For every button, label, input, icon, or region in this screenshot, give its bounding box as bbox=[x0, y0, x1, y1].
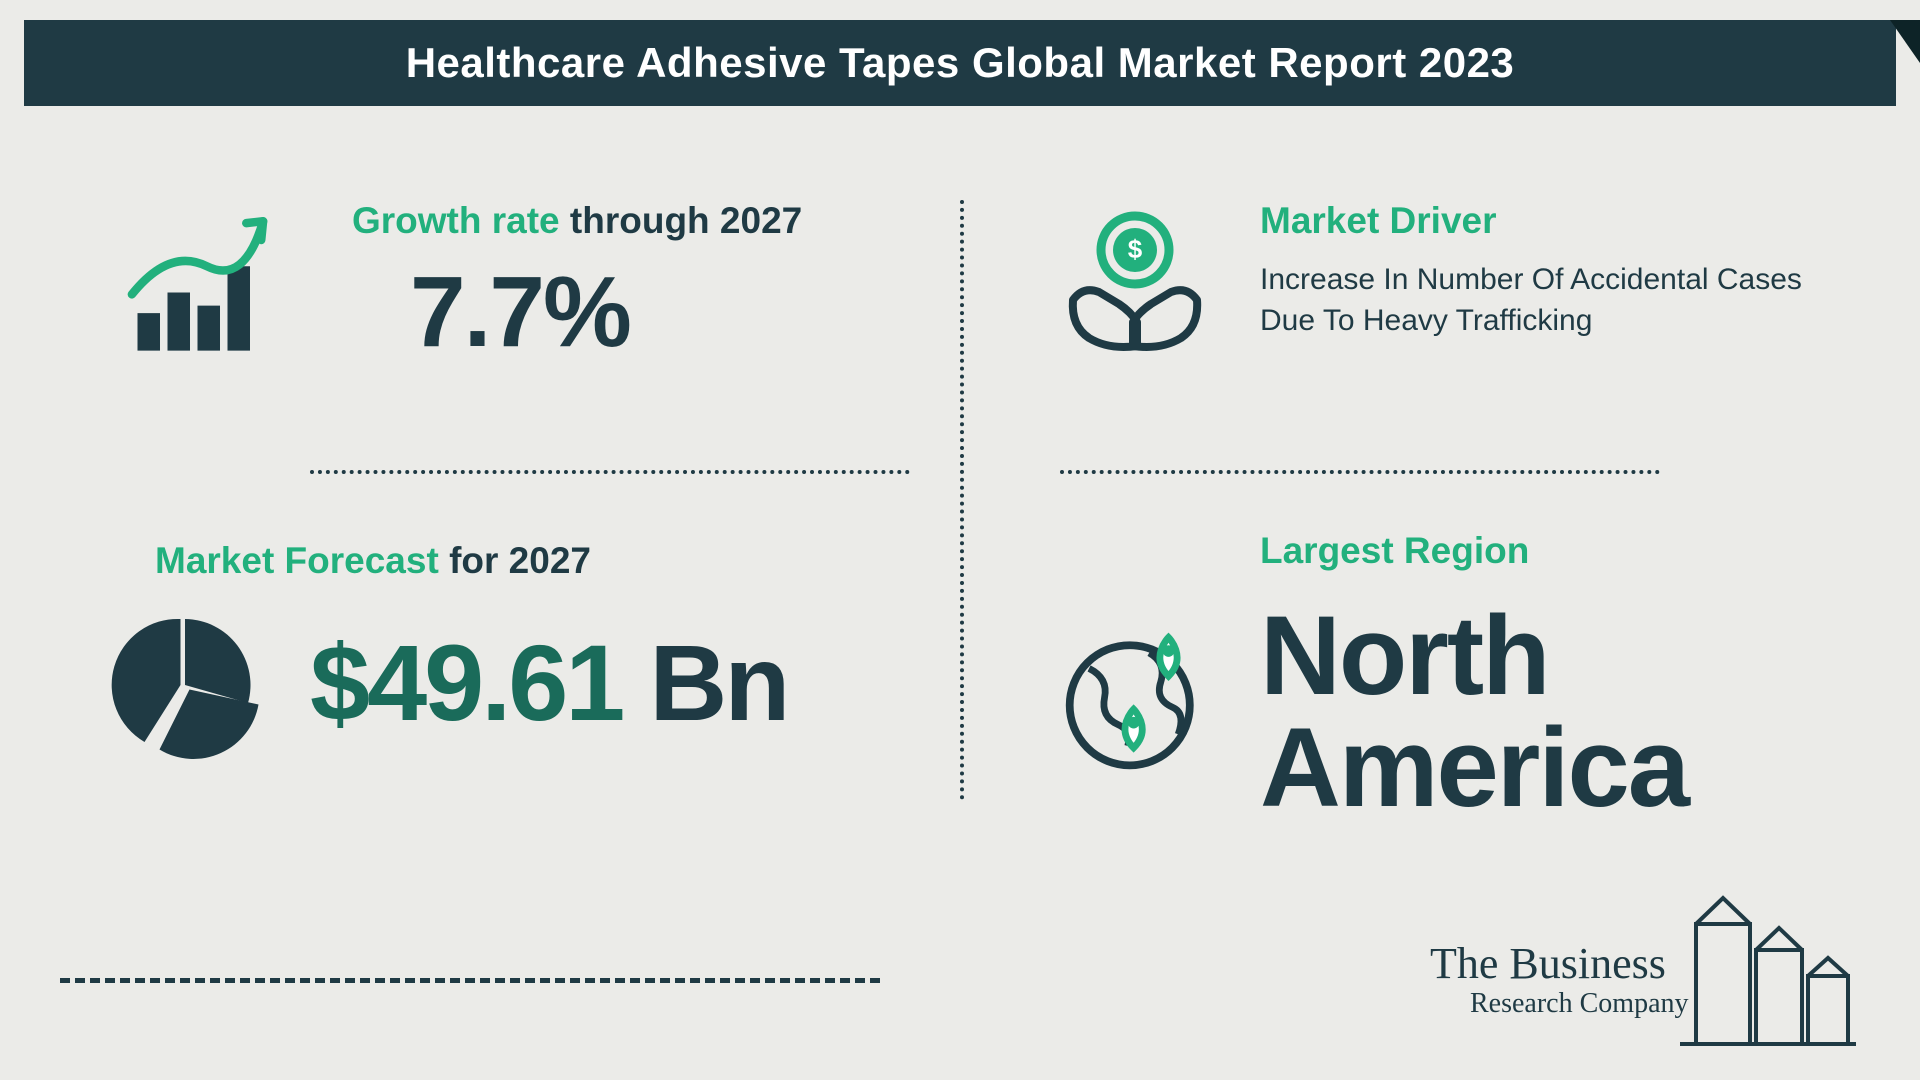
logo-text-line2: Research Company bbox=[1470, 988, 1689, 1020]
horizontal-divider-right bbox=[1060, 470, 1660, 474]
market-forecast-label: Market Forecast for 2027 bbox=[155, 540, 591, 582]
pie-chart-icon bbox=[110, 610, 260, 760]
company-logo: The Business Research Company bbox=[1430, 880, 1860, 1050]
growth-rate-label-accent: Growth rate bbox=[352, 200, 560, 241]
forecast-unit: Bn bbox=[622, 622, 787, 743]
forecast-amount: $49.61 bbox=[310, 622, 622, 743]
market-driver-text: Increase In Number Of Accidental Cases D… bbox=[1260, 260, 1820, 341]
header-corner-decor bbox=[1890, 20, 1920, 106]
hands-coin-icon: $ bbox=[1055, 200, 1215, 360]
largest-region-label: Largest Region bbox=[1260, 530, 1529, 572]
growth-rate-value: 7.7% bbox=[410, 255, 630, 370]
forecast-label-rest: for 2027 bbox=[439, 540, 591, 581]
growth-chart-icon bbox=[110, 210, 285, 360]
header-bar: Healthcare Adhesive Tapes Global Market … bbox=[24, 20, 1896, 106]
logo-buildings-icon bbox=[1670, 880, 1860, 1050]
market-driver-label: Market Driver bbox=[1260, 200, 1497, 242]
growth-rate-label: Growth rate through 2027 bbox=[352, 200, 802, 242]
vertical-divider bbox=[960, 200, 964, 800]
bottom-dashed-line bbox=[60, 978, 880, 983]
page-title: Healthcare Adhesive Tapes Global Market … bbox=[406, 39, 1515, 87]
globe-pins-icon bbox=[1060, 620, 1215, 775]
market-forecast-value: $49.61 Bn bbox=[310, 620, 787, 745]
svg-text:$: $ bbox=[1128, 234, 1143, 264]
horizontal-divider-left bbox=[310, 470, 910, 474]
growth-rate-label-rest: through 2027 bbox=[560, 200, 803, 241]
logo-text-line1: The Business bbox=[1430, 938, 1666, 989]
largest-region-value: North America bbox=[1260, 600, 1688, 824]
forecast-label-accent: Market Forecast bbox=[155, 540, 439, 581]
